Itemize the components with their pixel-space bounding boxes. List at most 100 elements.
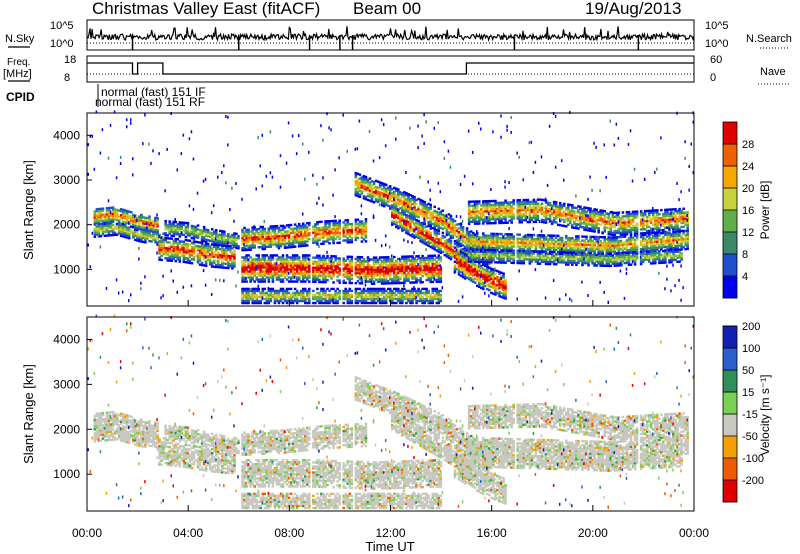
power-cell xyxy=(342,281,345,284)
power-cell xyxy=(314,256,317,259)
power-cell xyxy=(182,285,185,289)
power-cell xyxy=(391,200,394,203)
power-cell xyxy=(417,299,420,303)
power-cell xyxy=(221,230,224,233)
power-cell xyxy=(421,203,424,207)
power-cell xyxy=(399,301,402,305)
power-cell xyxy=(405,301,408,305)
power-cell xyxy=(289,258,293,261)
power-cell xyxy=(293,287,297,291)
power-cell xyxy=(247,232,250,235)
power-cell xyxy=(97,215,101,219)
power-cell xyxy=(386,194,390,197)
power-cell xyxy=(378,181,382,184)
power-cell xyxy=(350,255,354,259)
power-cell xyxy=(223,244,226,247)
power-cell xyxy=(388,261,392,265)
power-cell xyxy=(370,198,374,201)
power-cell xyxy=(253,232,256,235)
power-cell xyxy=(415,273,418,276)
power-cell xyxy=(293,258,297,261)
power-cell xyxy=(129,221,133,224)
power-cell xyxy=(322,270,325,274)
power-cell xyxy=(306,297,309,301)
power-cell xyxy=(401,267,404,271)
power-cell xyxy=(200,253,204,257)
power-cell xyxy=(291,254,295,257)
power-cell xyxy=(397,224,400,228)
power-cell xyxy=(403,267,406,270)
power-cell xyxy=(283,268,287,271)
power-cell xyxy=(214,235,218,238)
power-cell xyxy=(273,239,277,242)
power-cell xyxy=(469,247,472,251)
power-cell xyxy=(360,289,364,293)
power-cell xyxy=(299,262,303,265)
power-cell xyxy=(386,256,390,259)
power-cell xyxy=(391,195,394,199)
power-cell xyxy=(279,234,283,238)
power-cell xyxy=(259,272,263,275)
power-cell xyxy=(267,233,271,236)
power-cell xyxy=(399,257,401,261)
power-cell xyxy=(176,229,180,232)
power-cell xyxy=(386,282,390,285)
power-cell xyxy=(324,224,327,227)
power-cell xyxy=(210,234,214,237)
power-cell xyxy=(289,270,293,273)
power-cell xyxy=(275,227,279,230)
power-cell xyxy=(346,255,350,258)
power-cell xyxy=(395,211,398,215)
power-cell xyxy=(247,276,250,279)
power-cell xyxy=(101,222,105,226)
power-cell xyxy=(200,263,204,267)
power-cell xyxy=(144,220,147,224)
power-cell xyxy=(231,265,234,268)
power-cell xyxy=(190,230,194,234)
power-cell xyxy=(350,236,354,240)
power-cell xyxy=(253,260,256,263)
power-cell xyxy=(166,253,169,256)
power-cell xyxy=(93,227,97,230)
nave-tick-low: 0 xyxy=(710,72,716,84)
power-cell xyxy=(364,226,368,229)
power-cell xyxy=(346,239,350,242)
power-cell xyxy=(423,268,426,272)
power-cell xyxy=(344,295,347,299)
power-cell xyxy=(237,270,239,274)
power-cell xyxy=(138,239,140,243)
power-cell xyxy=(326,279,329,282)
power-cell xyxy=(279,230,283,234)
power-cell xyxy=(364,187,368,191)
power-cell xyxy=(121,231,125,234)
power-cell xyxy=(306,270,309,273)
power-cell xyxy=(399,267,402,271)
power-cell xyxy=(160,258,163,262)
power-cell xyxy=(421,228,424,232)
power-cell xyxy=(417,222,420,226)
power-cell xyxy=(263,287,267,291)
power-cell xyxy=(328,271,331,274)
power-cell xyxy=(291,227,295,231)
power-cell xyxy=(188,234,192,237)
power-cell xyxy=(170,259,173,262)
power-cell xyxy=(332,255,335,258)
power-cell xyxy=(384,278,388,281)
power-cell xyxy=(172,230,176,234)
power-cell xyxy=(121,223,125,226)
power-cell xyxy=(360,260,364,263)
power-cell xyxy=(202,240,206,243)
power-cell xyxy=(148,229,151,232)
power-cell xyxy=(366,182,370,186)
power-cell xyxy=(411,213,414,216)
power-cell xyxy=(271,239,275,242)
power-cell xyxy=(415,202,418,206)
power-cell xyxy=(172,224,176,228)
power-cell xyxy=(342,267,345,270)
power-cell xyxy=(174,217,177,221)
power-cell xyxy=(409,221,412,225)
power-cell xyxy=(190,236,194,240)
power-cell xyxy=(328,232,331,235)
power-cell xyxy=(399,269,402,273)
power-cell xyxy=(326,226,329,229)
